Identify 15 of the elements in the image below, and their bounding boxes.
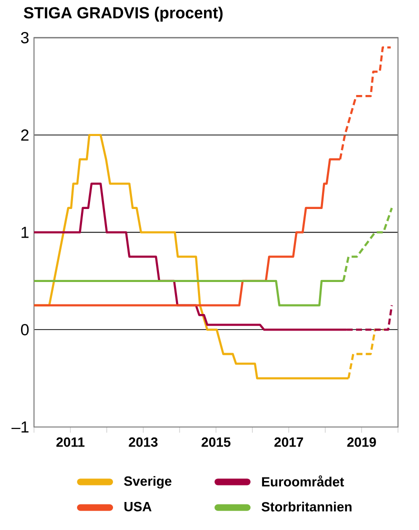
legend-label: Euroområdet bbox=[262, 475, 344, 487]
x-tick-label: 2013 bbox=[128, 437, 158, 447]
legend-label: Storbritannien bbox=[262, 502, 352, 512]
chart-title: STIGA GRADVIS (procent) bbox=[24, 6, 223, 22]
y-tick-label: 1 bbox=[22, 226, 29, 238]
x-tick-label: 2011 bbox=[56, 437, 84, 447]
y-tick-label: 0 bbox=[21, 324, 29, 336]
y-tick-label: –1 bbox=[11, 422, 28, 432]
x-tick-label: 2019 bbox=[347, 437, 376, 447]
legend-label: USA bbox=[124, 502, 152, 512]
y-tick-label: 3 bbox=[20, 32, 29, 44]
legend-label: Sverige bbox=[124, 476, 172, 489]
x-tick-label: 2015 bbox=[202, 437, 230, 447]
x-tick-label: 2017 bbox=[274, 437, 304, 447]
y-tick-label: 2 bbox=[21, 129, 28, 141]
